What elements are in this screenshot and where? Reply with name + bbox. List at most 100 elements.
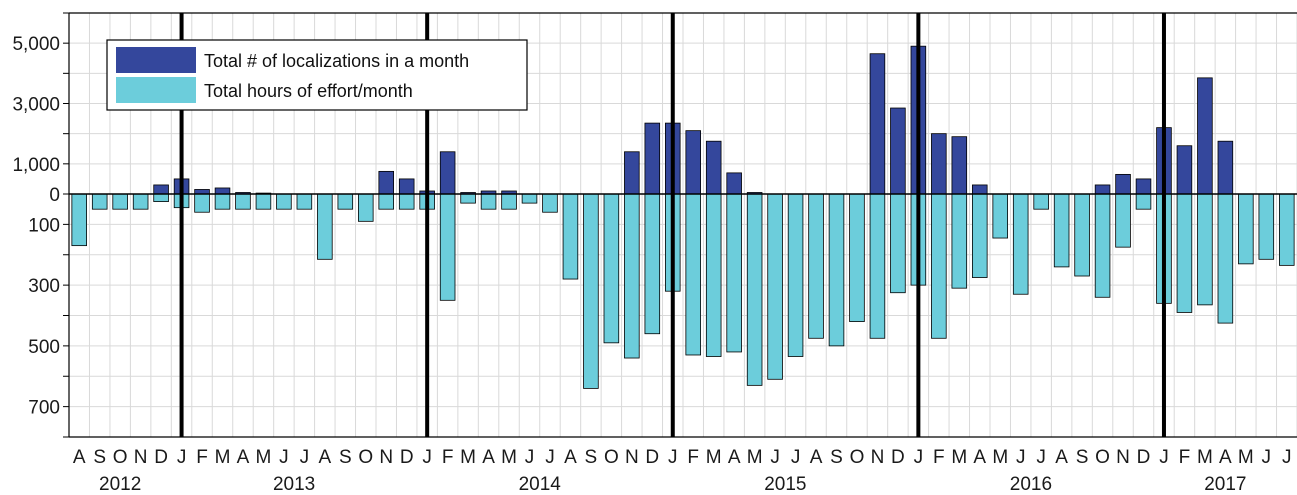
- x-month-label: O: [1095, 447, 1110, 468]
- bar-localizations: [439, 151, 456, 195]
- bar-effort: [255, 193, 272, 210]
- bar-effort: [521, 193, 538, 204]
- x-month-label: J: [1282, 447, 1292, 468]
- bar-localizations: [685, 130, 702, 195]
- x-month-label: S: [1076, 447, 1089, 468]
- x-month-label: J: [422, 447, 432, 468]
- bar-effort: [1238, 193, 1254, 265]
- bar-effort: [583, 193, 599, 389]
- bar-localizations: [1135, 178, 1152, 195]
- bar-effort: [1115, 193, 1131, 248]
- x-month-label: N: [1116, 447, 1130, 468]
- bar-localizations: [1197, 77, 1213, 195]
- bar-effort: [971, 193, 988, 278]
- y-tick-label: 100: [28, 215, 60, 236]
- bar-effort: [562, 193, 579, 280]
- bar-effort: [71, 193, 88, 247]
- bar-effort: [501, 193, 517, 210]
- y-tick-label: 3,000: [12, 95, 60, 116]
- y-tick-label: 700: [28, 398, 60, 419]
- bar-effort: [1074, 193, 1090, 277]
- bar-effort: [235, 193, 251, 210]
- x-year-label: 2016: [1010, 474, 1052, 495]
- y-tick-label: 0: [49, 185, 60, 206]
- x-month-label: J: [1036, 447, 1046, 468]
- x-month-label: A: [1055, 447, 1068, 468]
- bar-effort: [1197, 193, 1213, 306]
- bar-localizations: [624, 151, 640, 195]
- x-month-label: J: [914, 447, 924, 468]
- x-month-label: M: [215, 447, 231, 468]
- bar-effort: [849, 193, 865, 322]
- legend-label-localizations: Total # of localizations in a month: [204, 51, 469, 71]
- bar-effort: [1053, 193, 1070, 268]
- x-month-label: M: [951, 447, 967, 468]
- bar-effort: [276, 193, 292, 210]
- x-month-label: A: [73, 447, 86, 468]
- bar-effort: [296, 193, 313, 210]
- x-month-label: S: [93, 447, 106, 468]
- x-month-label: N: [871, 447, 885, 468]
- bar-localizations: [971, 184, 988, 195]
- bar-effort: [705, 193, 722, 357]
- bar-effort: [439, 193, 456, 301]
- x-year-label: 2015: [764, 474, 806, 495]
- x-month-label: J: [545, 447, 555, 468]
- x-month-label: F: [196, 447, 208, 468]
- x-year-label: 2012: [99, 474, 141, 495]
- bar-localizations: [214, 187, 231, 195]
- bar-localizations: [153, 184, 169, 195]
- x-month-label: J: [770, 447, 780, 468]
- y-tick-label: 300: [28, 276, 60, 297]
- x-month-label: S: [585, 447, 598, 468]
- y-tick-label: 500: [28, 337, 60, 358]
- legend-swatch-localizations: [116, 47, 196, 73]
- x-year-label: 2014: [519, 474, 562, 495]
- x-year-label: 2017: [1204, 474, 1246, 495]
- x-month-label: D: [400, 447, 414, 468]
- x-month-label: A: [728, 447, 741, 468]
- x-month-label: D: [891, 447, 905, 468]
- x-month-label: O: [113, 447, 128, 468]
- x-month-label: J: [177, 447, 187, 468]
- x-month-label: S: [830, 447, 843, 468]
- x-month-label: J: [525, 447, 535, 468]
- bar-effort: [992, 193, 1009, 239]
- bar-effort: [317, 193, 333, 260]
- x-month-label: O: [358, 447, 373, 468]
- bar-effort: [808, 193, 824, 339]
- x-month-label: A: [318, 447, 331, 468]
- bar-effort: [378, 193, 395, 210]
- legend: Total # of localizations in a month Tota…: [106, 39, 528, 111]
- bar-localizations: [869, 53, 886, 195]
- bar-effort: [1012, 193, 1029, 295]
- bar-effort: [1135, 193, 1152, 210]
- bar-effort: [890, 193, 906, 294]
- bar-effort: [828, 193, 845, 347]
- bar-localizations: [378, 170, 395, 195]
- x-month-label: M: [706, 447, 722, 468]
- x-month-label: D: [1137, 447, 1151, 468]
- y-tick-label: 5,000: [12, 34, 60, 55]
- bar-effort: [951, 193, 968, 289]
- x-month-label: M: [992, 447, 1008, 468]
- x-month-label: A: [1219, 447, 1232, 468]
- bar-effort: [357, 193, 374, 222]
- x-month-label: M: [1238, 447, 1254, 468]
- x-month-label: J: [1016, 447, 1026, 468]
- bar-localizations: [931, 133, 947, 195]
- bar-localizations: [644, 122, 661, 195]
- x-month-label: J: [668, 447, 678, 468]
- bar-effort: [787, 193, 804, 357]
- x-month-label: M: [501, 447, 517, 468]
- bar-effort: [480, 193, 497, 210]
- x-month-label: A: [973, 447, 986, 468]
- bar-localizations: [705, 140, 722, 195]
- x-month-label: D: [645, 447, 659, 468]
- x-month-label: A: [564, 447, 577, 468]
- x-month-label: M: [1197, 447, 1213, 468]
- bar-effort: [1033, 193, 1049, 210]
